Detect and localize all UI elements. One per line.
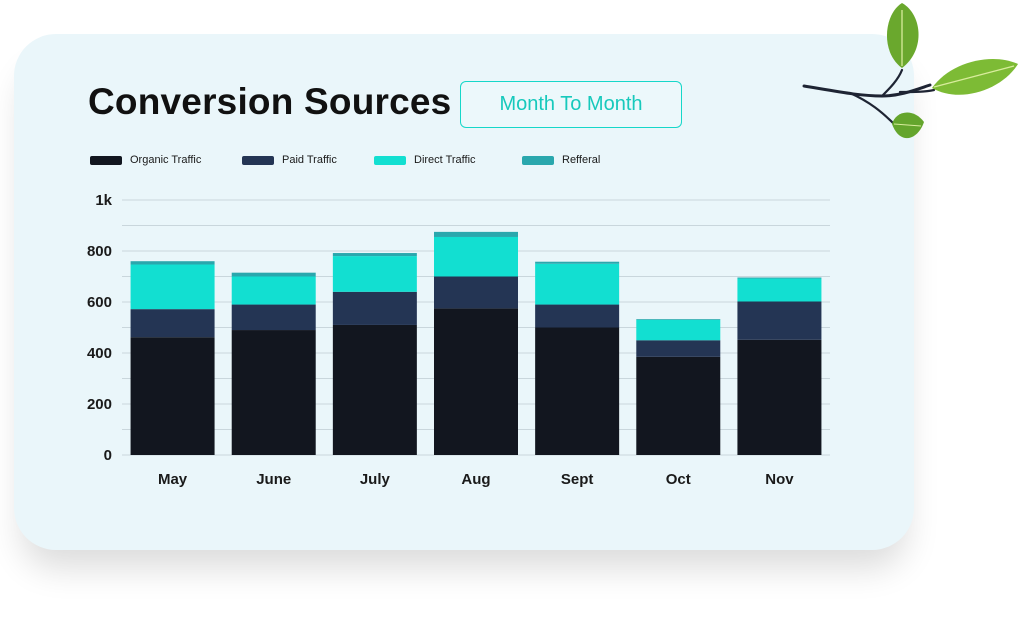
x-tick-label: Aug — [461, 471, 490, 488]
bar-segment-referral — [332, 253, 417, 257]
bar-segment-direct — [130, 264, 215, 310]
y-tick-label: 600 — [87, 294, 112, 311]
bar-segment-paid — [434, 276, 518, 309]
bar-segment-referral — [535, 261, 620, 264]
legend-label-paid: Paid Traffic — [282, 154, 337, 166]
y-tick-label: 800 — [87, 243, 112, 260]
legend-label-referral: Refferal — [562, 154, 601, 166]
leaf-icon — [892, 112, 924, 139]
bar-segment-paid — [737, 301, 822, 340]
bar-segment-organic — [636, 356, 721, 455]
bar-segment-paid — [636, 340, 721, 357]
legend-item-organic: Organic Traffic — [90, 154, 201, 166]
bar-segment-direct — [636, 319, 721, 341]
x-tick-label: May — [158, 471, 188, 488]
y-tick-label: 0 — [104, 447, 112, 464]
x-tick-label: Nov — [765, 471, 794, 488]
x-tick-label: Oct — [666, 471, 691, 488]
leaf-branch-decoration — [802, 3, 1018, 139]
legend-item-referral: Refferal — [522, 154, 600, 166]
x-tick-label: June — [256, 471, 291, 488]
legend-item-direct: Direct Traffic — [374, 154, 476, 166]
period-select-button[interactable]: Month To Month — [460, 81, 682, 128]
bar-segment-referral — [434, 231, 518, 237]
bar-segment-referral — [737, 277, 822, 279]
bar-segment-direct — [231, 276, 316, 305]
bar-segment-direct — [737, 278, 822, 302]
bar-segment-direct — [535, 263, 620, 305]
bar-segment-organic — [535, 327, 620, 455]
bar-segment-organic — [434, 308, 518, 455]
bar-segment-direct — [434, 236, 518, 277]
leaf-icon — [932, 58, 1018, 95]
x-tick-label: July — [360, 471, 391, 488]
legend-swatch-direct — [374, 155, 406, 165]
bar-segment-referral — [231, 272, 316, 277]
bar-segment-referral — [636, 319, 721, 320]
bar-segment-organic — [231, 330, 316, 455]
bar-segment-organic — [737, 339, 822, 455]
y-tick-label: 200 — [87, 396, 112, 413]
bar-segment-direct — [332, 256, 417, 292]
legend-swatch-referral — [522, 155, 554, 165]
bar-segment-organic — [130, 337, 215, 455]
chart-title: Conversion Sources — [88, 81, 452, 122]
y-tick-label: 1k — [95, 192, 112, 209]
x-tick-label: Sept — [561, 471, 594, 488]
legend-item-paid: Paid Traffic — [242, 154, 337, 166]
bar-segment-paid — [231, 304, 316, 331]
bar-segment-paid — [332, 291, 417, 325]
bar-segment-paid — [535, 304, 620, 328]
bar-segment-paid — [130, 309, 215, 338]
y-tick-label: 400 — [87, 345, 112, 362]
bar-segment-organic — [332, 324, 417, 455]
bar-segment-referral — [130, 261, 215, 265]
legend-swatch-paid — [242, 155, 274, 165]
legend-label-organic: Organic Traffic — [130, 154, 202, 166]
legend-label-direct: Direct Traffic — [414, 154, 476, 166]
legend-swatch-organic — [90, 155, 122, 165]
leaf-icon — [886, 3, 919, 68]
